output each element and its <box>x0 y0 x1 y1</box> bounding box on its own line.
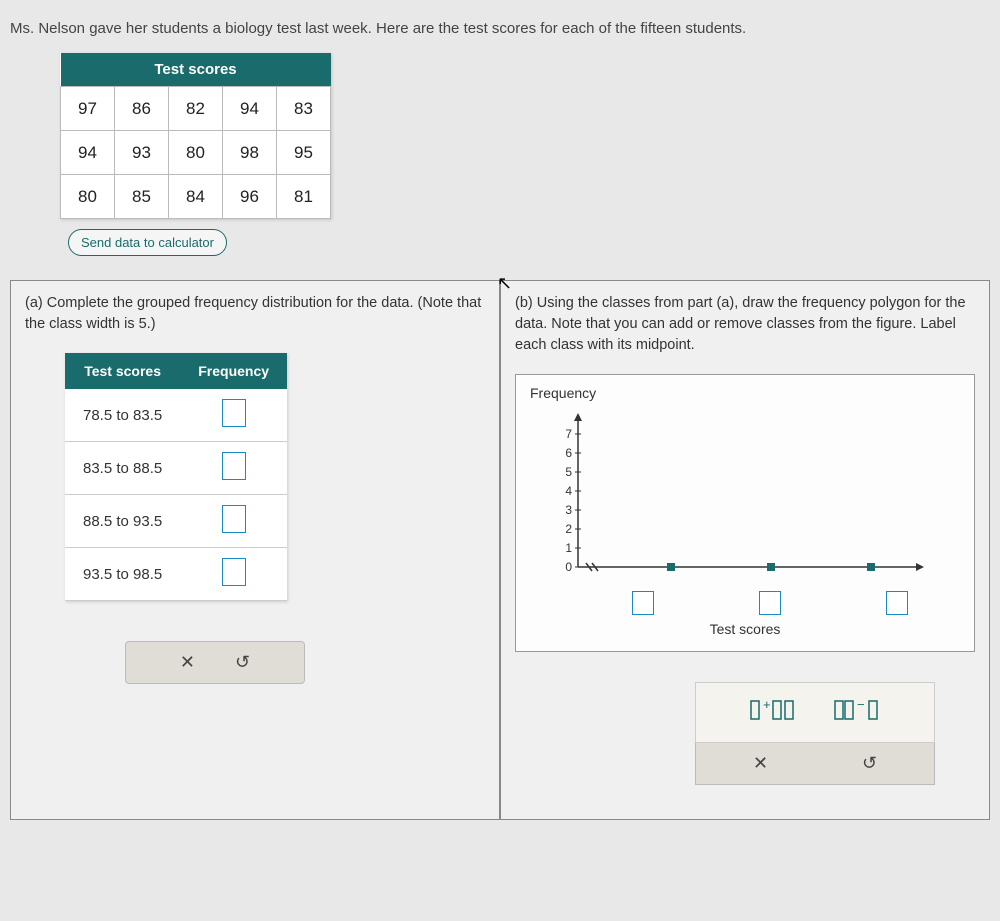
svg-text:7: 7 <box>565 427 572 441</box>
frequency-input[interactable] <box>222 399 246 427</box>
part-a-body: Complete the grouped frequency distribut… <box>25 295 481 332</box>
scores-table: Test scores 97 86 82 94 83 94 93 80 98 9… <box>60 53 331 219</box>
svg-text:5: 5 <box>565 465 572 479</box>
part-b-button-row: ✕ ↺ <box>695 743 935 785</box>
frequency-input[interactable] <box>222 452 246 480</box>
freq-class-label: 83.5 to 88.5 <box>65 442 180 495</box>
freq-class-label: 88.5 to 93.5 <box>65 495 180 548</box>
midpoint-input[interactable] <box>759 591 781 615</box>
remove-class-icon[interactable]: − <box>833 695 881 730</box>
part-b-body: Using the classes from part (a), draw th… <box>515 295 966 353</box>
svg-text:1: 1 <box>565 541 572 555</box>
part-b-text: (b) Using the classes from part (a), dra… <box>515 293 975 356</box>
part-b-label: (b) <box>515 295 533 311</box>
svg-text:+: + <box>763 697 771 712</box>
svg-text:3: 3 <box>565 503 572 517</box>
chart-y-title: Frequency <box>530 385 960 401</box>
chart-frame: Frequency 0 1 2 3 4 5 <box>515 374 975 652</box>
add-class-icon[interactable]: + <box>749 695 797 730</box>
midpoint-input[interactable] <box>632 591 654 615</box>
table-row: 78.5 to 83.5 <box>65 389 287 442</box>
table-row: 94 93 80 98 95 <box>61 131 331 175</box>
clear-button[interactable]: ✕ <box>753 753 768 774</box>
reset-button[interactable]: ↺ <box>862 753 877 774</box>
svg-text:0: 0 <box>565 560 572 574</box>
part-b-panel: ↖ (b) Using the classes from part (a), d… <box>500 280 990 820</box>
table-row: 93.5 to 98.5 <box>65 548 287 601</box>
frequency-polygon-chart[interactable]: 0 1 2 3 4 5 6 7 <box>530 407 930 587</box>
frequency-input[interactable] <box>222 558 246 586</box>
x-axis-caption: Test scores <box>530 621 960 637</box>
problem-text: Ms. Nelson gave her students a biology t… <box>10 20 990 37</box>
freq-class-label: 78.5 to 83.5 <box>65 389 180 442</box>
table-row: 97 86 82 94 83 <box>61 87 331 131</box>
scores-table-header: Test scores <box>61 53 331 87</box>
part-a-text: (a) Complete the grouped frequency distr… <box>25 293 485 335</box>
table-row: 83.5 to 88.5 <box>65 442 287 495</box>
svg-text:6: 6 <box>565 446 572 460</box>
svg-text:−: − <box>857 697 865 712</box>
part-a-label: (a) <box>25 295 43 311</box>
x-axis-inputs <box>530 591 960 615</box>
part-a-button-row: ✕ ↺ <box>125 641 305 684</box>
send-data-button[interactable]: Send data to calculator <box>68 229 227 256</box>
svg-text:4: 4 <box>565 484 572 498</box>
tool-panel: + − ✕ ↺ <box>695 682 935 785</box>
midpoint-input[interactable] <box>886 591 908 615</box>
tool-icons-row: + − <box>695 682 935 743</box>
svg-text:2: 2 <box>565 522 572 536</box>
frequency-table: Test scores Frequency 78.5 to 83.5 83.5 … <box>65 353 287 601</box>
reset-button[interactable]: ↺ <box>235 652 250 673</box>
table-row: 88.5 to 93.5 <box>65 495 287 548</box>
table-row: 80 85 84 96 81 <box>61 175 331 219</box>
clear-button[interactable]: ✕ <box>180 652 195 673</box>
freq-col-scores: Test scores <box>65 353 180 389</box>
freq-col-freq: Frequency <box>180 353 287 389</box>
freq-class-label: 93.5 to 98.5 <box>65 548 180 601</box>
frequency-input[interactable] <box>222 505 246 533</box>
cursor-icon: ↖ <box>497 273 512 294</box>
part-a-panel: (a) Complete the grouped frequency distr… <box>10 280 500 820</box>
